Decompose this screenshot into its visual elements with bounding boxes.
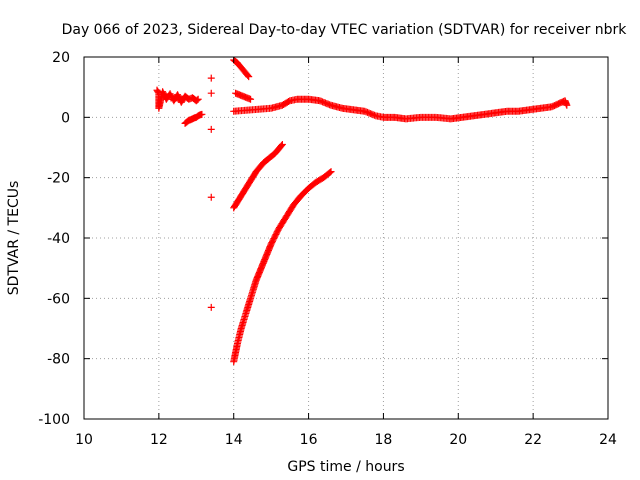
chart-title: Day 066 of 2023, Sidereal Day-to-day VTE…: [62, 22, 628, 38]
y-tick-label: 0: [61, 110, 70, 126]
y-axis-label: SDTVAR / TECUs: [6, 181, 22, 296]
data-point: [193, 96, 201, 104]
x-tick-label: 16: [300, 432, 318, 448]
y-axis-ticks: 20 0 -20 -40 -60 -80 -100: [38, 50, 608, 428]
y-tick-label: -20: [47, 171, 70, 187]
x-tick-label: 20: [449, 432, 467, 448]
x-tick-label: 12: [150, 432, 168, 448]
series-arc-lower-curve: [230, 168, 335, 366]
data-point: [326, 168, 334, 176]
data-point: [247, 95, 255, 103]
series-arc-mid: [232, 89, 255, 103]
data-point: [563, 101, 571, 109]
x-axis-label: GPS time / hours: [287, 459, 404, 475]
series-arc-short-low: [181, 110, 206, 127]
series-arc-long: [230, 95, 571, 123]
y-tick-label: -100: [38, 412, 70, 428]
series-arc-upper-curve: [230, 140, 286, 212]
series-arc-morning: [153, 86, 202, 112]
y-tick-label: -80: [47, 352, 70, 368]
data-point: [207, 74, 215, 82]
x-tick-label: 24: [599, 432, 617, 448]
data-point: [207, 89, 215, 97]
data-point: [277, 142, 285, 150]
data-point: [194, 95, 202, 103]
data-point: [245, 73, 253, 81]
data-point: [198, 110, 206, 118]
x-tick-label: 10: [75, 432, 93, 448]
y-tick-label: -40: [47, 231, 70, 247]
y-tick-label: -60: [47, 291, 70, 307]
data-point: [327, 168, 335, 176]
x-axis-ticks: 10 12 14 16 18 20 22 24: [75, 57, 617, 448]
data-point: [207, 193, 215, 201]
series-isolated-13.4h: [207, 74, 215, 311]
x-tick-label: 14: [225, 432, 243, 448]
data-point: [278, 140, 286, 148]
series-arc-high-descending: [230, 56, 253, 81]
y-tick-label: 20: [52, 50, 70, 66]
x-tick-label: 22: [524, 432, 542, 448]
data-point: [244, 71, 252, 79]
data-points: [153, 56, 571, 366]
data-point: [207, 303, 215, 311]
x-tick-label: 18: [375, 432, 393, 448]
data-point: [207, 125, 215, 133]
